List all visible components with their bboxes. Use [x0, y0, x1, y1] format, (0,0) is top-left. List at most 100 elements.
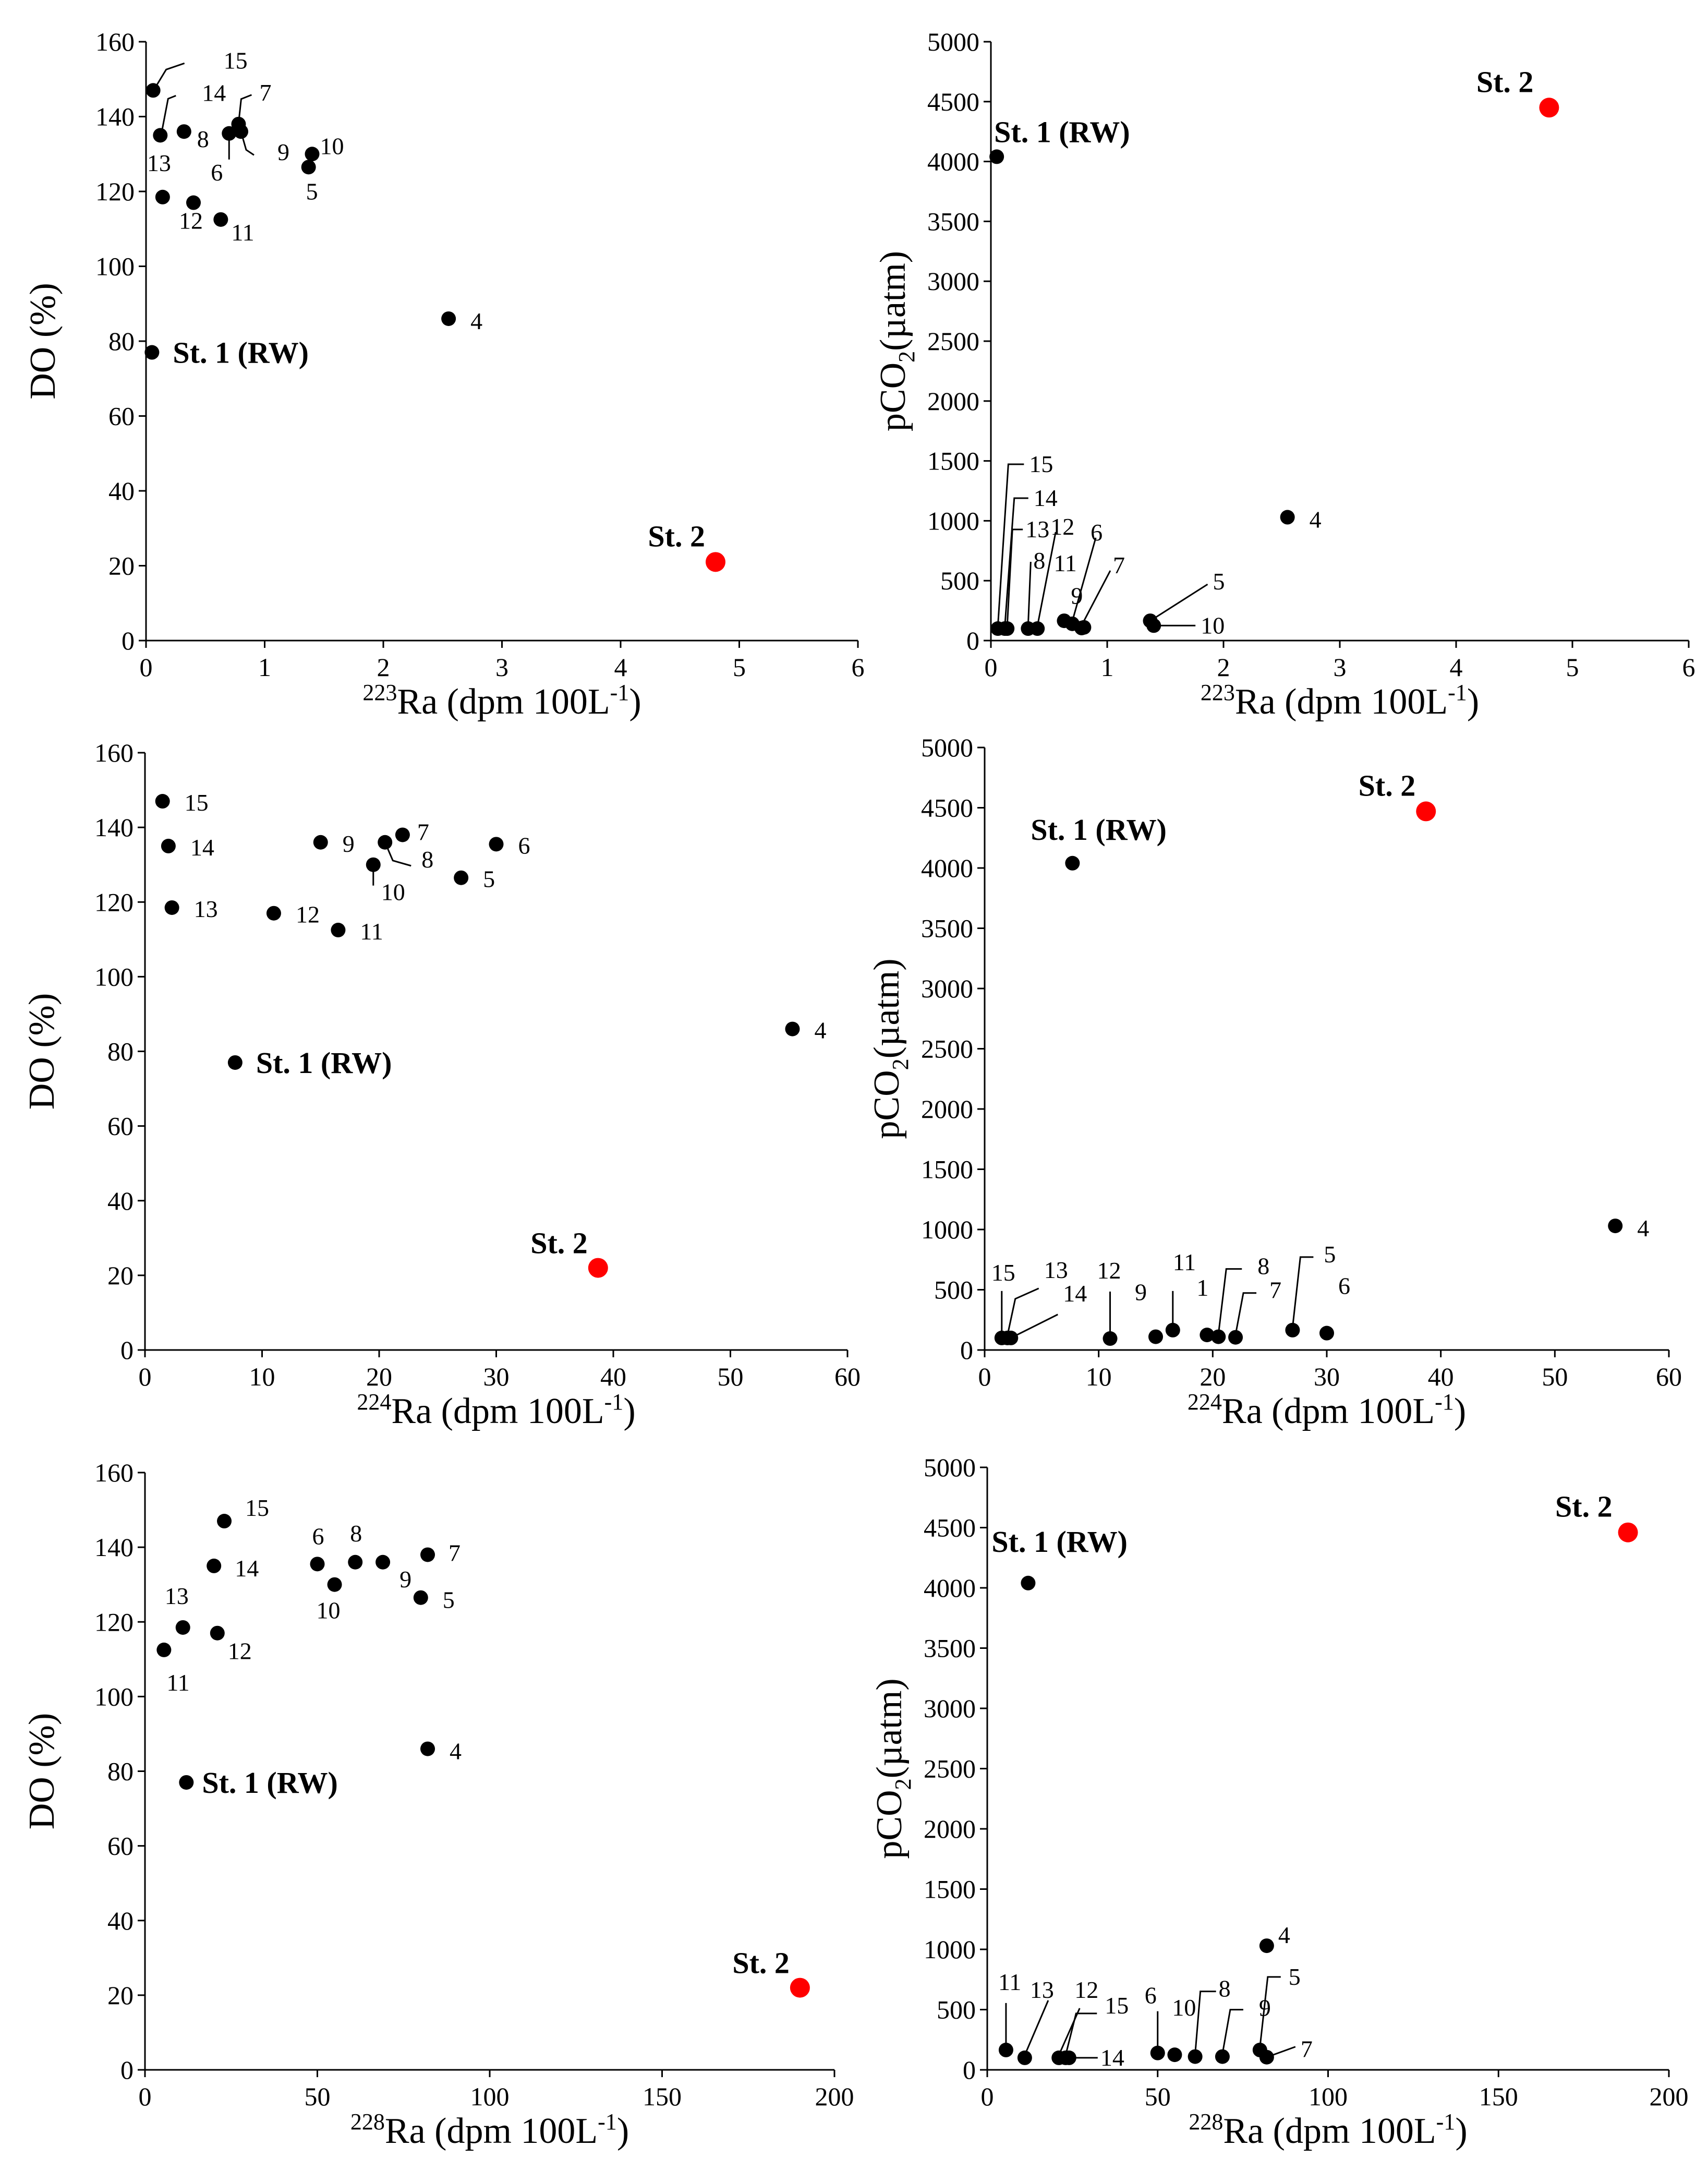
y-tick-label: 1500 [927, 447, 979, 476]
x-axis-title: 223Ra (dpm 100L-1) [362, 680, 641, 722]
point-label: 6 [1145, 1982, 1157, 2009]
x-tick-label: 40 [600, 1362, 626, 1391]
y-tick-label: 100 [94, 962, 134, 991]
point-label: 4 [814, 1017, 826, 1044]
leader-line [1007, 1287, 1039, 1336]
x-tick-label: 0 [978, 1362, 991, 1391]
x-tick-label: 60 [834, 1362, 861, 1391]
data-point-7 [395, 827, 410, 842]
x-tick-label: 6 [852, 653, 865, 682]
x-tick-label: 0 [139, 1362, 152, 1391]
leader-line [160, 94, 176, 135]
y-tick-label: 40 [107, 1906, 134, 1935]
y-tick-label: 100 [95, 252, 135, 281]
point-label: 10 [381, 879, 405, 906]
data-point-13 [164, 900, 179, 915]
point-label: St. 1 (RW) [202, 1766, 338, 1800]
point-label: 15 [185, 789, 209, 816]
y-tick-label: 80 [107, 1757, 134, 1786]
point-label: 15 [991, 1259, 1015, 1286]
chart-p5: 0 50 100 150 200 0 20 40 60 80 100 120 140 160 228Ra (… [22, 1458, 854, 2151]
y-tick-label: 1000 [927, 506, 979, 535]
point-label: 6 [1091, 519, 1103, 546]
data-point-12 [1103, 1331, 1118, 1346]
data-point-4 [1608, 1219, 1623, 1234]
x-tick-label: 10 [249, 1362, 275, 1391]
point-label: 4 [450, 1738, 462, 1765]
data-point-4 [785, 1021, 800, 1036]
point-label: 15 [224, 47, 248, 74]
point-label: 13 [194, 896, 218, 922]
leader-line [1024, 2000, 1049, 2056]
x-tick-label: 40 [1428, 1362, 1454, 1391]
data-point-9 [375, 1554, 391, 1570]
data-point-6 [489, 837, 504, 852]
x-tick-label: 150 [643, 2082, 682, 2111]
leader-line [1010, 1313, 1058, 1339]
x-tick-label: 20 [366, 1362, 392, 1391]
leader-line [997, 463, 1024, 626]
data-point-12 [266, 906, 281, 921]
data-point-12 [186, 195, 201, 210]
leader-line [1027, 561, 1032, 626]
y-tick-label: 3000 [927, 267, 979, 296]
x-tick-label: 60 [1656, 1362, 1682, 1391]
data-point-4 [441, 311, 456, 326]
data-point-8 [1188, 2049, 1203, 2064]
point-label: St. 1 (RW) [1031, 813, 1167, 847]
point-label: 5 [1324, 1241, 1336, 1268]
point-label: 8 [1257, 1253, 1269, 1280]
chart-p3: 0 10 20 30 40 50 60 0 20 40 60 80 100 120 140 160 224Ra … [22, 738, 861, 1431]
point-label: 10 [1201, 612, 1225, 638]
data-point-4 [1259, 1938, 1274, 1954]
data-point-9 [313, 835, 328, 850]
point-label: 8 [350, 1520, 362, 1547]
y-tick-label: 1000 [924, 1935, 976, 1964]
point-label: 8 [421, 846, 433, 873]
x-axis-title: 224Ra (dpm 100L-1) [357, 1389, 635, 1431]
point-label: 9 [277, 139, 289, 165]
data-point-10 [1167, 2047, 1182, 2063]
data-point-6 [1319, 1325, 1334, 1341]
leader-line [1036, 532, 1057, 626]
point-label: 12 [1074, 1976, 1098, 2003]
data-point-11 [1165, 1322, 1180, 1337]
x-tick-label: 1 [1101, 653, 1114, 682]
point-label: 1 [1196, 1274, 1208, 1301]
point-label: St. 1 (RW) [994, 115, 1130, 149]
point-label: 4 [1310, 507, 1322, 533]
data-point-9 [1076, 620, 1092, 635]
data-point-14 [161, 838, 176, 853]
point-label: 7 [1269, 1277, 1281, 1304]
point-label: 14 [235, 1555, 259, 1582]
point-label: 7 [259, 79, 271, 106]
point-label: 5 [306, 178, 318, 204]
x-tick-label: 0 [139, 2082, 152, 2111]
point-label: St. 2 [1359, 768, 1416, 802]
point-label: 6 [312, 1523, 324, 1549]
x-tick-label: 200 [815, 2082, 854, 2111]
y-tick-label: 4500 [924, 1513, 976, 1542]
data-point-15 [155, 794, 170, 809]
y-tick-label: 2500 [921, 1034, 973, 1064]
y-tick-label: 4000 [924, 1573, 976, 1602]
data-point-5 [413, 1590, 428, 1605]
point-label: 15 [1029, 451, 1053, 477]
x-tick-label: 50 [1145, 2082, 1171, 2111]
x-tick-label: 100 [470, 2082, 510, 2111]
y-tick-label: 0 [960, 1335, 973, 1365]
x-tick-label: 30 [1314, 1362, 1340, 1391]
data-point-13 [1000, 621, 1015, 636]
point-label: St. 2 [1476, 65, 1534, 99]
y-tick-label: 60 [108, 402, 135, 431]
y-tick-label: 2500 [927, 327, 979, 356]
y-axis-title: pCO2(µatm) [873, 251, 919, 431]
y-tick-label: 500 [940, 566, 979, 595]
chart-p2: 0 1 2 3 4 5 6050010001500200025003000350040004… [873, 27, 1695, 722]
data-point-st-2 [588, 1258, 608, 1278]
x-tick-label: 0 [985, 653, 998, 682]
x-tick-label: 50 [305, 2082, 331, 2111]
data-point-st-2 [790, 1978, 810, 1998]
point-label: 9 [343, 830, 355, 857]
